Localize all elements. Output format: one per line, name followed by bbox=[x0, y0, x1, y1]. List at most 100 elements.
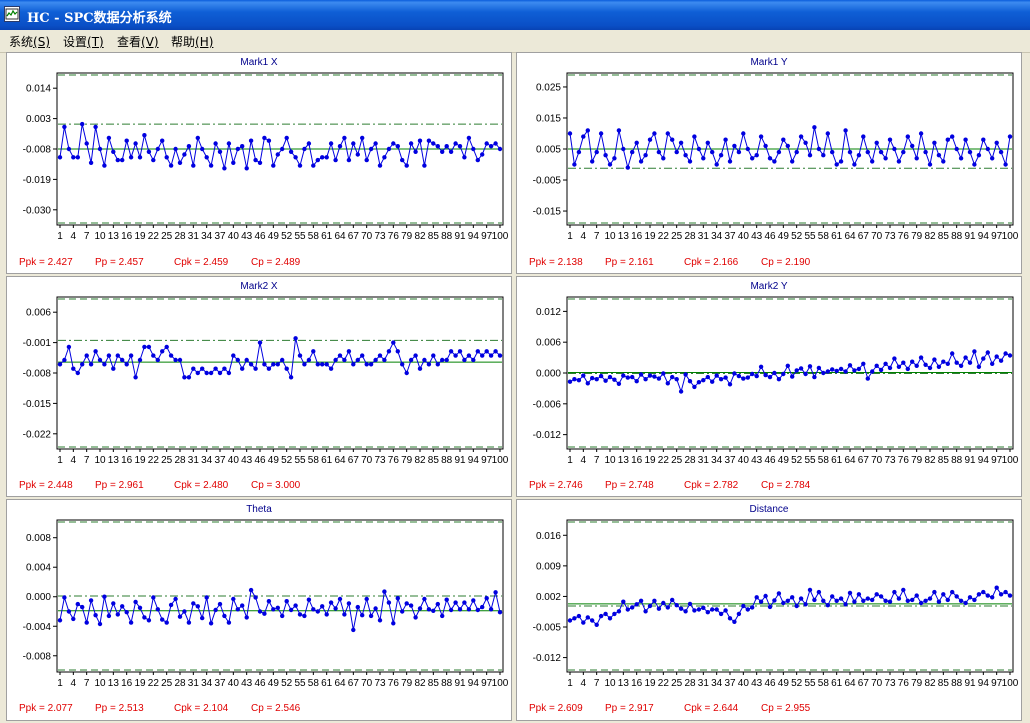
x-tick-label: 1 bbox=[57, 455, 63, 466]
data-point bbox=[834, 368, 839, 374]
cp-value: Cp = 2.546 bbox=[251, 703, 301, 714]
data-point bbox=[404, 370, 409, 376]
data-point bbox=[488, 353, 494, 358]
data-point bbox=[852, 599, 857, 604]
x-tick-label: 91 bbox=[964, 231, 976, 242]
data-point bbox=[408, 603, 414, 608]
data-point bbox=[400, 362, 405, 367]
chart-title: Theta bbox=[246, 504, 272, 515]
x-tick-label: 46 bbox=[764, 678, 776, 689]
data-point bbox=[892, 356, 897, 361]
data-point bbox=[57, 155, 63, 160]
x-tick-label: 37 bbox=[214, 231, 226, 242]
data-point bbox=[124, 610, 129, 615]
data-point bbox=[941, 359, 946, 364]
data-point bbox=[687, 159, 693, 164]
data-point bbox=[457, 349, 463, 354]
menu-settings-label: 设置 bbox=[63, 35, 88, 49]
x-tick-label: 52 bbox=[791, 231, 803, 242]
data-point bbox=[754, 373, 759, 379]
data-point bbox=[235, 357, 240, 363]
data-point bbox=[97, 357, 103, 363]
data-point bbox=[878, 594, 884, 599]
menu-help[interactable]: 帮助(H) bbox=[171, 33, 213, 50]
data-point bbox=[670, 374, 675, 380]
data-point bbox=[670, 137, 675, 142]
x-tick-label: 64 bbox=[334, 455, 346, 466]
data-point bbox=[293, 155, 298, 160]
data-point bbox=[266, 366, 272, 371]
title-bar[interactable]: HC - SPC数据分析系统 bbox=[0, 0, 1030, 30]
data-point bbox=[160, 138, 165, 143]
y-tick-label: -0.006 bbox=[533, 399, 562, 410]
data-point bbox=[382, 155, 387, 160]
data-point bbox=[621, 373, 626, 378]
data-point bbox=[275, 362, 280, 367]
data-point bbox=[231, 353, 236, 358]
data-point bbox=[901, 149, 906, 155]
data-point bbox=[200, 146, 205, 152]
chart-window-icon[interactable] bbox=[4, 6, 20, 22]
menu-settings[interactable]: 设置(T) bbox=[63, 33, 104, 50]
data-point bbox=[923, 598, 928, 603]
data-point bbox=[342, 357, 347, 363]
data-point bbox=[497, 146, 503, 152]
data-point bbox=[816, 589, 822, 595]
data-point bbox=[240, 144, 245, 149]
data-point bbox=[417, 366, 423, 371]
data-point bbox=[972, 349, 977, 354]
data-point bbox=[364, 596, 369, 602]
data-point bbox=[382, 357, 387, 363]
data-point bbox=[807, 587, 813, 593]
data-point bbox=[120, 604, 125, 609]
data-point bbox=[146, 618, 152, 623]
data-point bbox=[333, 157, 338, 163]
data-point bbox=[785, 143, 790, 149]
data-point bbox=[244, 166, 249, 171]
data-point bbox=[870, 597, 875, 603]
y-tick-label: -0.005 bbox=[533, 176, 562, 187]
data-point bbox=[57, 618, 63, 623]
x-tick-label: 28 bbox=[684, 678, 696, 689]
x-tick-label: 91 bbox=[454, 231, 466, 242]
x-tick-label: 82 bbox=[924, 231, 936, 242]
data-point bbox=[741, 603, 746, 609]
y-tick-label: 0.002 bbox=[536, 592, 561, 603]
data-point bbox=[431, 608, 436, 613]
data-point bbox=[630, 149, 635, 155]
data-point bbox=[732, 371, 737, 376]
x-tick-label: 10 bbox=[94, 678, 106, 689]
data-point bbox=[120, 357, 125, 363]
y-tick-label: 0.004 bbox=[26, 563, 51, 574]
data-point bbox=[736, 373, 742, 379]
data-point bbox=[324, 612, 329, 617]
data-point bbox=[803, 371, 808, 377]
data-point bbox=[1003, 162, 1008, 167]
x-tick-label: 100 bbox=[1002, 231, 1019, 242]
data-point bbox=[976, 592, 982, 597]
x-tick-label: 43 bbox=[751, 455, 763, 466]
data-point bbox=[861, 134, 866, 139]
menu-help-key: (H) bbox=[195, 35, 214, 49]
data-point bbox=[967, 149, 973, 155]
x-tick-label: 49 bbox=[778, 455, 790, 466]
data-point bbox=[262, 135, 267, 141]
menu-view[interactable]: 查看(V) bbox=[117, 33, 159, 50]
data-point bbox=[440, 149, 445, 154]
data-point bbox=[892, 589, 897, 595]
x-tick-label: 64 bbox=[334, 231, 346, 242]
x-tick-label: 52 bbox=[281, 678, 293, 689]
x-tick-label: 61 bbox=[321, 455, 333, 466]
x-tick-label: 61 bbox=[831, 231, 843, 242]
data-point bbox=[896, 159, 902, 164]
data-point bbox=[794, 368, 799, 373]
x-tick-label: 34 bbox=[201, 455, 213, 466]
data-point bbox=[266, 599, 272, 604]
x-tick-label: 94 bbox=[978, 455, 990, 466]
chart-title: Mark1 Y bbox=[750, 57, 788, 68]
data-point bbox=[918, 355, 924, 360]
data-point bbox=[772, 159, 777, 164]
data-point bbox=[901, 360, 906, 365]
menu-system[interactable]: 系统(S) bbox=[9, 33, 50, 50]
